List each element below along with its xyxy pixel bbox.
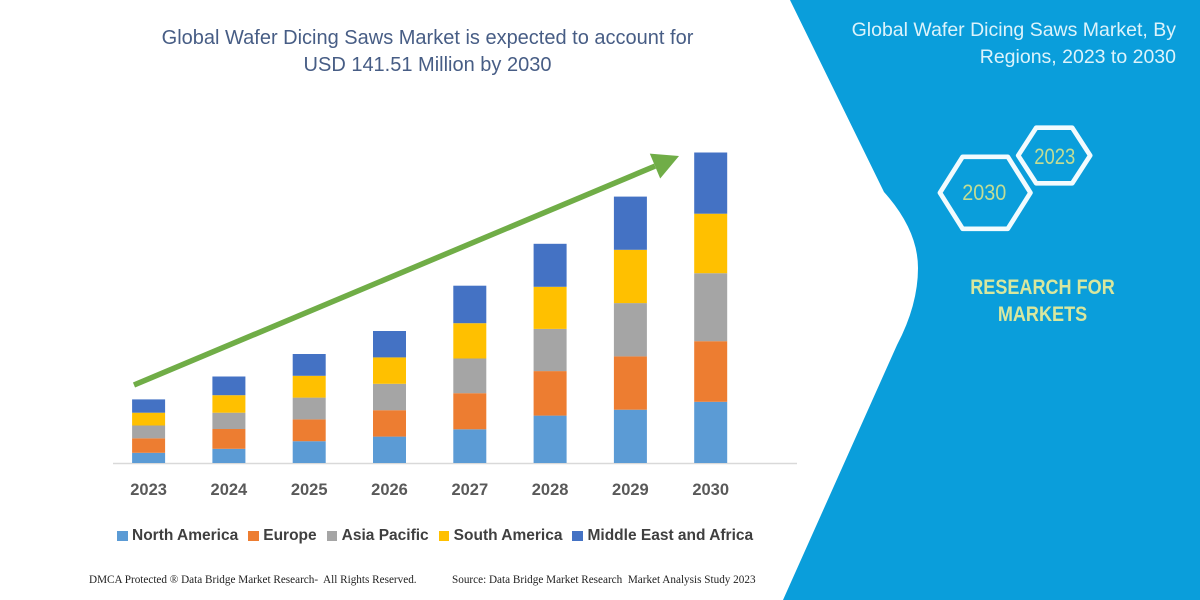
- svg-text:2023: 2023: [1034, 144, 1075, 169]
- svg-text:2025: 2025: [291, 481, 328, 499]
- svg-text:2030: 2030: [962, 180, 1006, 205]
- svg-text:2029: 2029: [612, 481, 649, 499]
- svg-text:2027: 2027: [451, 481, 488, 499]
- svg-text:2026: 2026: [371, 481, 408, 499]
- svg-text:2024: 2024: [211, 481, 249, 499]
- svg-text:2030: 2030: [692, 481, 729, 499]
- svg-text:2023: 2023: [130, 481, 167, 499]
- svg-text:2028: 2028: [532, 481, 569, 499]
